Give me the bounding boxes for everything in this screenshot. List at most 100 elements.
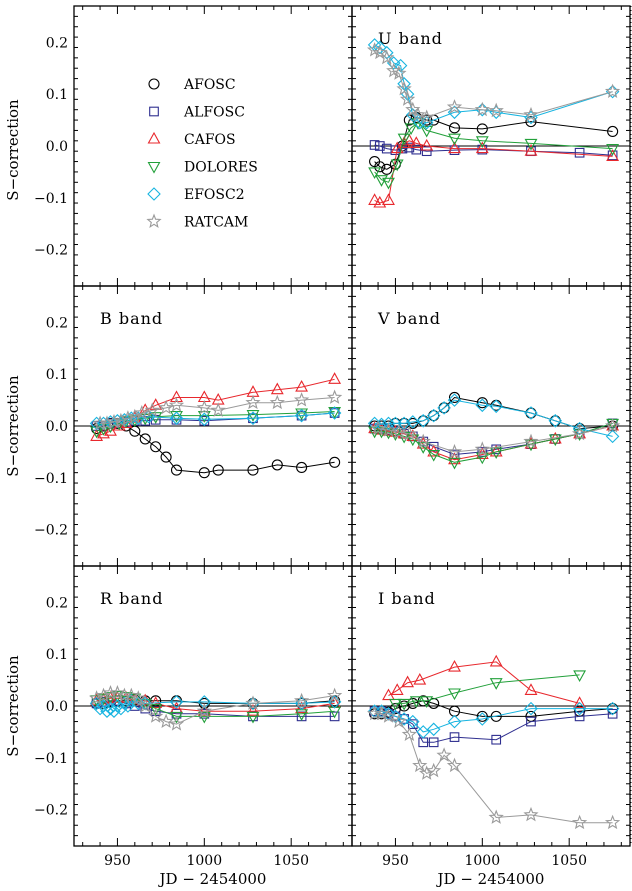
data-point — [406, 434, 420, 447]
data-point — [328, 372, 342, 384]
data-point — [399, 714, 409, 724]
data-point — [474, 441, 490, 456]
legend-label-afosc: AFOSC — [183, 77, 236, 93]
data-point — [370, 420, 386, 436]
data-point — [447, 393, 462, 407]
data-point — [420, 125, 434, 138]
data-point — [390, 159, 404, 172]
data-point — [548, 414, 563, 428]
data-point — [419, 109, 435, 124]
data-point — [127, 408, 143, 424]
data-point — [474, 101, 490, 117]
data-point — [476, 710, 488, 722]
data-point — [245, 695, 261, 710]
data-point — [158, 399, 174, 415]
x-axis-title-right: JD − 2454000 — [436, 870, 545, 888]
data-point — [329, 456, 341, 468]
data-point — [606, 149, 620, 161]
data-point — [123, 687, 139, 703]
data-point — [114, 701, 128, 716]
data-point — [409, 696, 423, 708]
data-point — [197, 711, 211, 724]
data-point — [574, 147, 585, 158]
data-point — [168, 397, 185, 412]
data-point — [150, 695, 162, 707]
data-point — [144, 402, 160, 417]
y-axis-title-middle: S−correction — [4, 375, 22, 477]
data-point — [416, 725, 430, 739]
data-point — [401, 675, 415, 688]
y-tick-label: 0.1 — [46, 87, 68, 103]
data-point — [524, 683, 538, 695]
series-line — [374, 422, 613, 463]
data-point — [100, 704, 114, 718]
data-point — [396, 80, 412, 96]
data-point — [448, 688, 461, 701]
data-point — [121, 699, 135, 713]
data-point — [446, 99, 463, 114]
data-point — [170, 711, 183, 724]
data-point — [381, 163, 393, 175]
data-point — [549, 415, 561, 427]
data-point — [158, 713, 174, 728]
data-point — [294, 408, 309, 423]
data-point — [374, 141, 385, 151]
data-point — [170, 464, 183, 476]
y-tick-label: 0.2 — [46, 595, 68, 611]
series-efosc2 — [367, 393, 620, 444]
data-point — [488, 102, 504, 118]
data-point — [381, 416, 396, 431]
data-point — [448, 659, 461, 672]
data-point — [447, 714, 462, 729]
data-point — [247, 464, 259, 476]
data-point — [607, 708, 618, 719]
data-point — [573, 670, 587, 683]
panel-legend: −0.2 −0.1 0.0 0.1 0.2 AFOSC ALFOSC CAFOS DOLORES… — [34, 5, 353, 287]
data-point — [447, 105, 462, 120]
data-point — [368, 167, 382, 180]
data-point — [438, 402, 450, 414]
data-point — [130, 690, 146, 705]
data-point — [380, 708, 397, 723]
legend-label-dolores: DOLORES — [184, 160, 258, 176]
data-point — [196, 703, 212, 718]
data-point — [491, 734, 502, 745]
data-point — [489, 678, 503, 690]
data-point — [436, 747, 452, 762]
data-point — [420, 138, 434, 151]
data-point — [110, 691, 124, 703]
data-point — [113, 412, 129, 428]
data-point — [139, 433, 151, 445]
data-point — [524, 138, 538, 151]
data-point — [475, 141, 489, 154]
data-point — [295, 701, 309, 714]
panel-u: U band — [351, 5, 631, 287]
legend-label-ratcam: RATCAM — [184, 215, 248, 231]
data-point — [93, 701, 107, 716]
data-point — [197, 695, 212, 709]
x-tick-label: 1050 — [551, 853, 587, 869]
data-point — [382, 193, 395, 205]
data-point — [397, 416, 411, 431]
data-point — [475, 136, 489, 148]
x-axis-title-left: JD − 2454000 — [158, 870, 267, 888]
data-point — [369, 140, 380, 150]
y-tick-label: 0.1 — [46, 367, 68, 383]
series-ratcam — [366, 42, 621, 124]
data-point — [604, 417, 621, 433]
legend-marker-cafos — [147, 131, 161, 144]
series-line — [374, 708, 613, 733]
data-point — [169, 695, 184, 709]
y-tick-label: −0.1 — [34, 191, 68, 207]
data-point — [572, 421, 587, 436]
legend-marker-dolores — [147, 161, 161, 174]
data-point — [168, 716, 185, 731]
legend-marker-ratcam — [146, 213, 162, 229]
x-tick-label: 1000 — [186, 853, 222, 869]
data-point — [89, 696, 104, 711]
data-point — [420, 696, 434, 708]
panel-r: −0.2 −0.1 0.0 0.1 0.2 950 1000 1050 R band — [34, 565, 353, 869]
legend-marker-efosc2 — [147, 187, 161, 201]
data-point — [397, 698, 411, 711]
